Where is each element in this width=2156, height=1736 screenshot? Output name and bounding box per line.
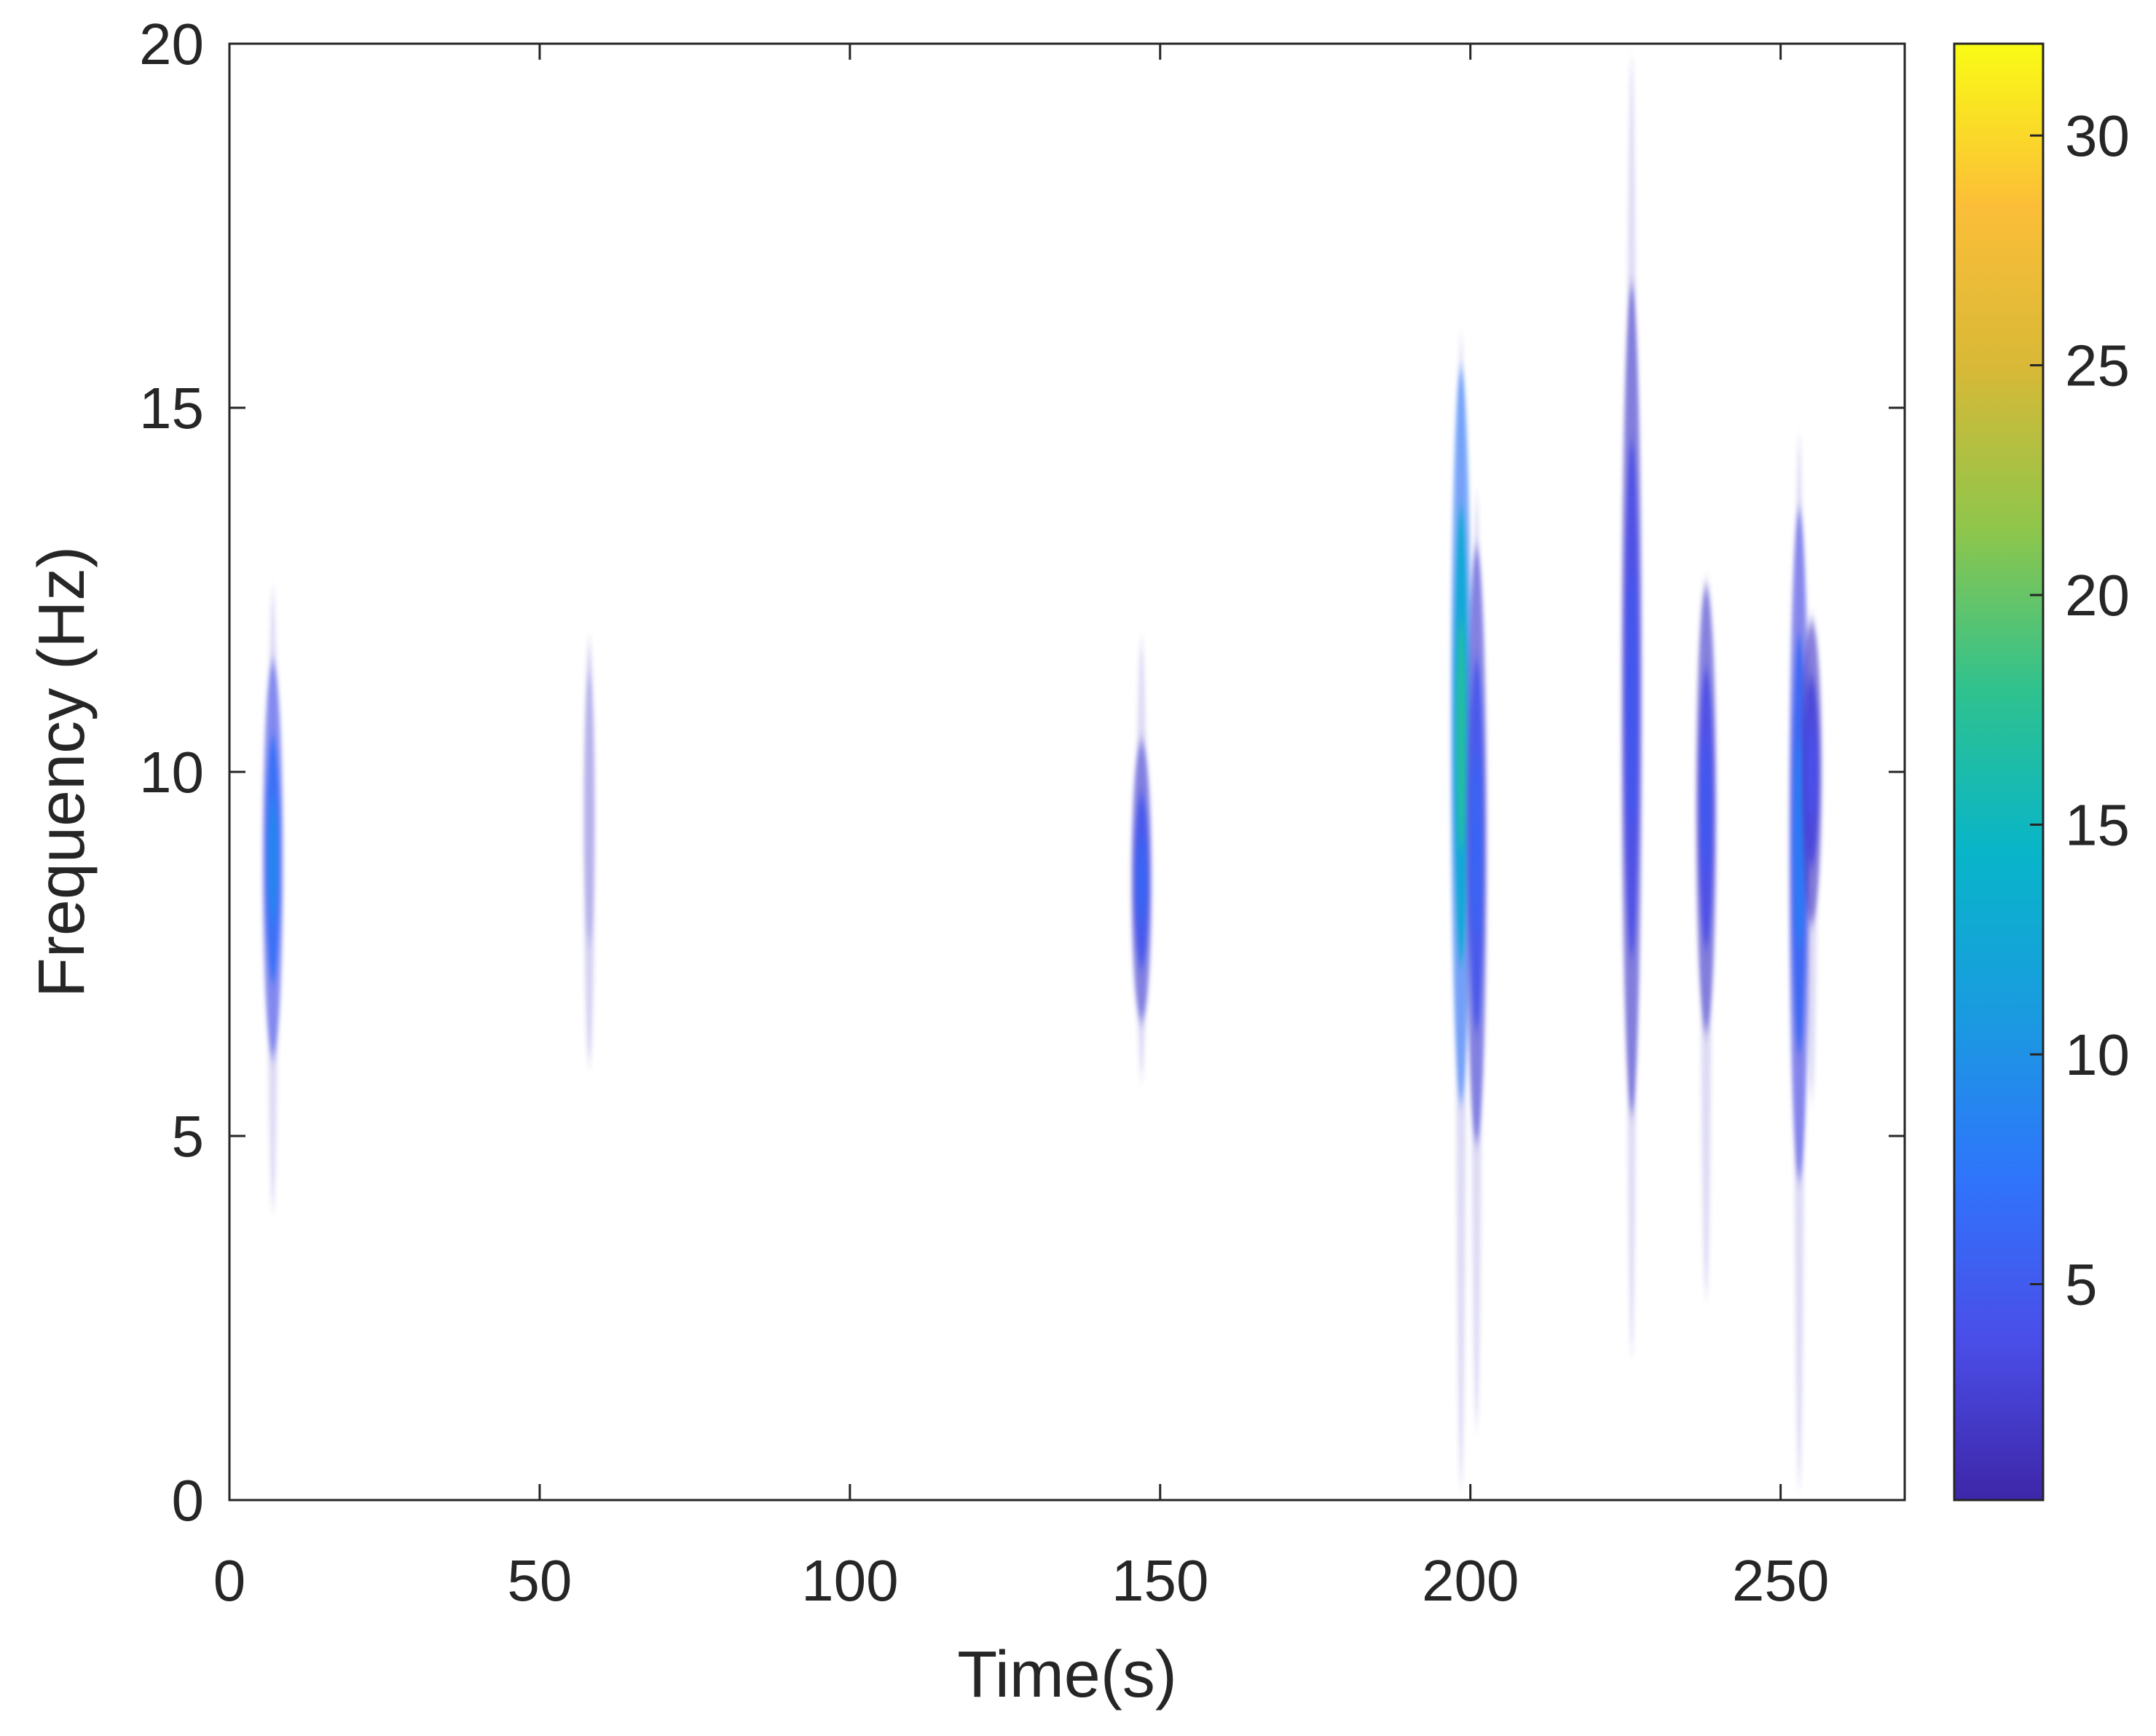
colorbar-tick-label: 25 <box>2065 334 2130 398</box>
burst-9 <box>1801 620 1822 1100</box>
x-tick-label: 0 <box>213 1548 246 1613</box>
x-axis-label: Time(s) <box>957 1638 1177 1711</box>
x-tick-label: 150 <box>1112 1548 1208 1613</box>
heatmap-bursts <box>262 58 1822 1486</box>
y-tick-label: 5 <box>172 1104 205 1169</box>
burst-6 <box>1621 58 1642 1354</box>
x-tick-label: 250 <box>1732 1548 1829 1613</box>
y-axis-label: Frequency (Hz) <box>25 546 98 998</box>
y-tick-label: 0 <box>172 1468 205 1533</box>
y-tick-label: 15 <box>139 376 204 441</box>
burst-body <box>583 673 596 944</box>
burst-peak <box>1137 837 1146 925</box>
colorbar-tick-label: 30 <box>2065 103 2130 168</box>
colorbar-tick-label: 5 <box>2065 1252 2098 1317</box>
burst-peak <box>268 797 278 921</box>
burst-peak <box>1795 740 1804 950</box>
burst-2 <box>583 641 596 1063</box>
colorbar-tick-label: 20 <box>2065 563 2130 628</box>
y-tick-label: 20 <box>139 12 204 76</box>
colorbar-axis: 5 10 15 20 25 30 <box>2030 103 2130 1317</box>
burst-peak <box>1472 751 1482 938</box>
colorbar <box>1953 42 2045 1502</box>
x-tick-label: 200 <box>1422 1548 1519 1613</box>
colorbar-tick-label: 15 <box>2065 793 2130 858</box>
burst-peak <box>1807 725 1817 819</box>
colorbar-tick-label: 10 <box>2065 1022 2130 1087</box>
plot-background <box>229 44 1905 1500</box>
x-tick-label: 50 <box>507 1548 572 1613</box>
x-tick-label: 100 <box>801 1548 898 1613</box>
burst-peak <box>1627 569 1637 829</box>
burst-5 <box>1466 495 1487 1427</box>
burst-4 <box>1450 335 1471 1486</box>
y-axis: 0 5 10 15 20 <box>139 12 1905 1533</box>
burst-1 <box>262 590 283 1209</box>
burst-7 <box>1696 584 1717 1296</box>
x-axis: 0 50 100 150 200 250 <box>213 44 1829 1613</box>
burst-peak <box>1456 620 1465 851</box>
burst-peak <box>1701 738 1711 878</box>
burst-3 <box>1131 641 1152 1078</box>
y-tick-label: 10 <box>139 740 204 805</box>
